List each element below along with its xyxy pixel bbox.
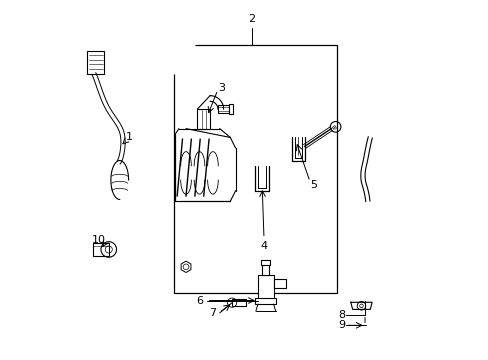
Text: 9: 9 [338, 320, 345, 330]
Bar [273, 279, 285, 288]
Bar [93, 243, 108, 256]
Bar [262, 264, 269, 275]
Bar [258, 275, 273, 299]
Text: 6: 6 [196, 296, 203, 306]
Bar [197, 109, 210, 129]
Text: 7: 7 [208, 308, 216, 318]
Text: 10: 10 [92, 235, 106, 245]
Text: 8: 8 [338, 310, 345, 320]
Text: 4: 4 [260, 240, 267, 251]
Bar [232, 300, 246, 306]
Bar [86, 51, 104, 74]
Text: 1: 1 [125, 132, 133, 143]
Text: 3: 3 [218, 83, 224, 93]
Bar [218, 105, 228, 113]
Bar [255, 298, 276, 304]
Text: 5: 5 [309, 180, 317, 190]
Text: 2: 2 [247, 14, 255, 24]
Bar [228, 104, 232, 114]
Bar [261, 260, 270, 265]
